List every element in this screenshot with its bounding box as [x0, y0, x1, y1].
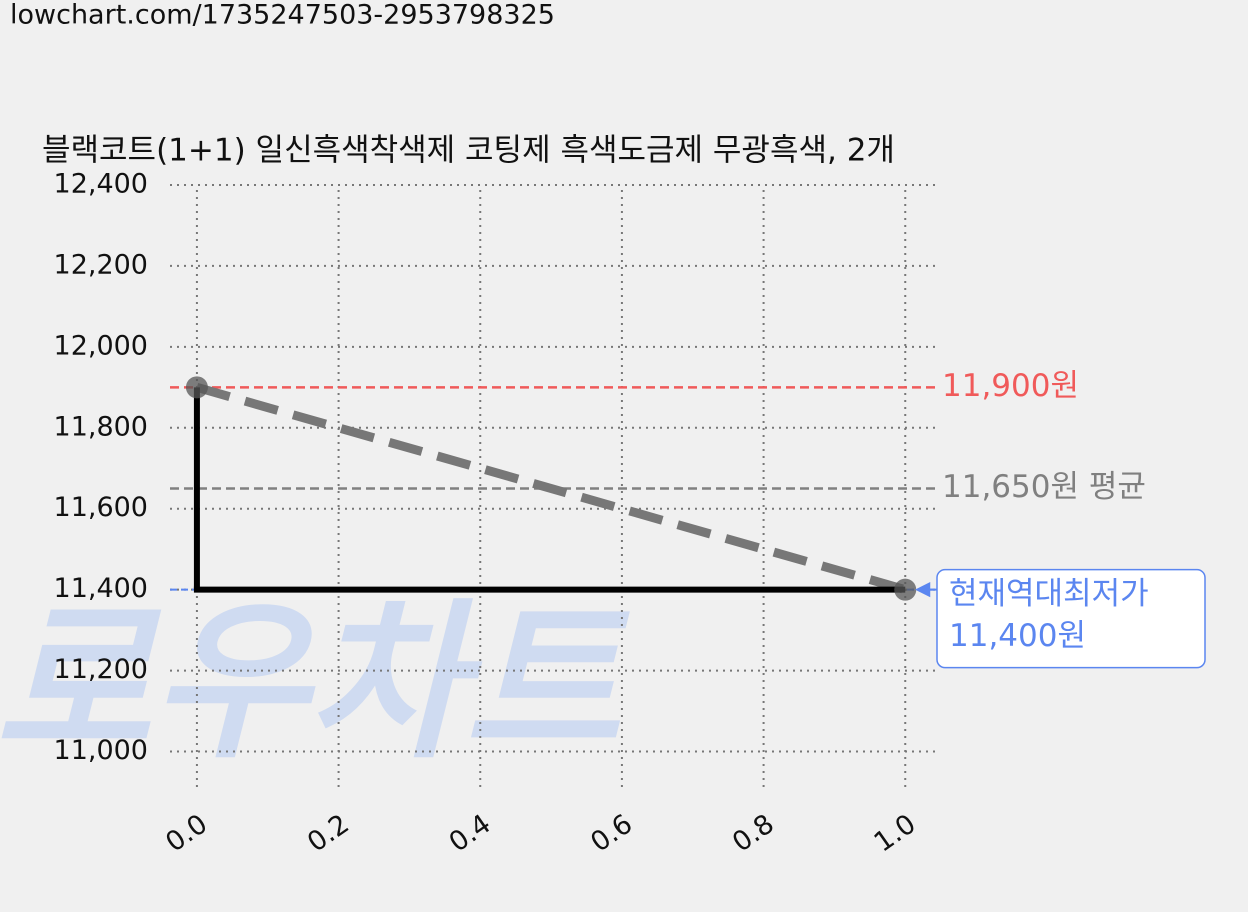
y-tick-label: 11,400: [54, 573, 148, 604]
reference-label: 11,900원: [942, 368, 1079, 404]
annotation-arrow: [915, 582, 937, 598]
y-tick-label: 12,400: [54, 169, 148, 200]
y-tick-label: 11,600: [54, 492, 148, 523]
source-url: lowchart.com/1735247503-2953798325: [10, 0, 555, 31]
watermark: 로우차트: [0, 584, 630, 782]
y-tick-label: 11,800: [54, 411, 148, 442]
reference-label: 11,650원 평균: [942, 469, 1146, 505]
annotation-value: 11,400원: [949, 618, 1086, 654]
point: [185, 376, 208, 399]
y-tick-label: 12,000: [54, 330, 148, 361]
annotation-text: 현재역대최저가: [949, 576, 1149, 612]
annotation-box: [936, 568, 1206, 669]
point: [894, 578, 917, 601]
y-tick-label: 11,000: [54, 735, 148, 766]
trend-line: [195, 383, 907, 594]
chart-title: 블랙코트(1+1) 일신흑색착색제 코팅제 흑색도금제 무광흑색, 2개: [42, 133, 895, 169]
y-tick-label: 12,200: [54, 249, 148, 280]
y-tick-label: 11,200: [54, 654, 148, 685]
